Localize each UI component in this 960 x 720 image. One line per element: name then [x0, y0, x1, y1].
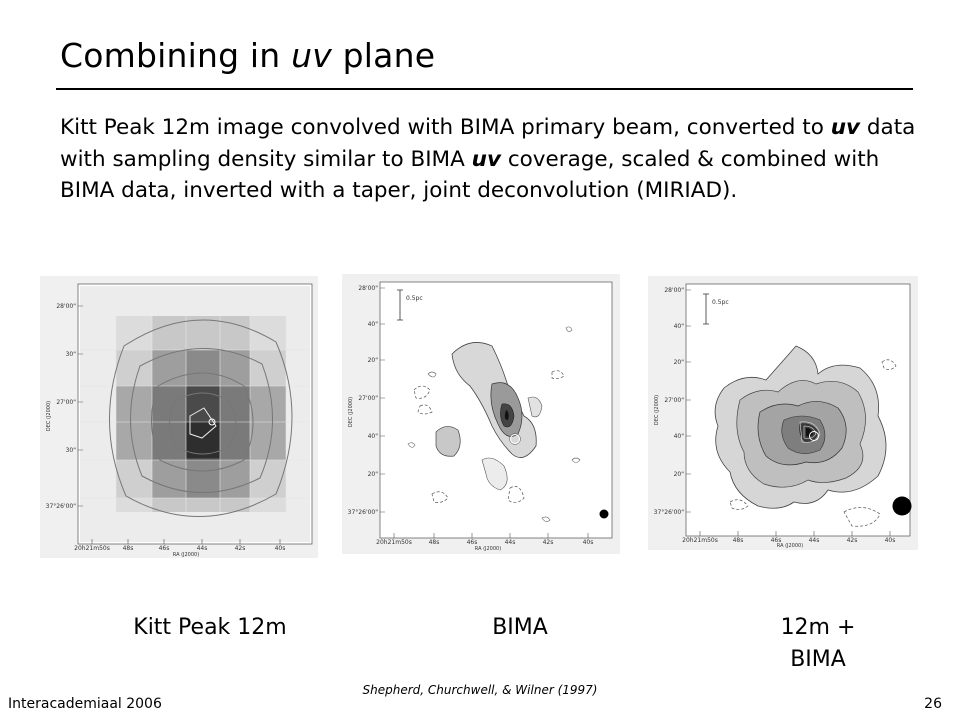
ticks: [686, 289, 891, 536]
pixel-grid: [80, 286, 310, 542]
caption-bima: BIMA: [492, 615, 548, 640]
dec-tick-label: 30": [66, 447, 77, 454]
ra-tick-label: 42s: [543, 539, 554, 546]
contours: [109, 319, 293, 517]
ra-tick-label: 44s: [505, 539, 516, 546]
scale-bar: [397, 289, 403, 321]
ra-tick-label: 20h21m50s: [376, 539, 412, 546]
dec-axis-label: DEC (J2000): [46, 401, 52, 431]
dec-tick-label: 30": [66, 351, 77, 358]
ra-tick-label: 48s: [733, 537, 744, 544]
dec-tick-label: 37°26'00": [46, 503, 77, 510]
caption-combined-line1: 12m +: [780, 615, 856, 640]
dec-tick-label: 40": [674, 433, 685, 440]
noise-contours: [407, 326, 581, 522]
ticks: [78, 305, 281, 544]
ra-tick-label: 40s: [583, 539, 594, 546]
dec-tick-label: 20": [674, 359, 685, 366]
ra-tick-label: 42s: [847, 537, 858, 544]
footer-event: Interacademiaal 2006: [8, 696, 162, 712]
dec-tick-label: 37°26'00": [654, 509, 685, 516]
dec-tick-label: 20": [368, 471, 379, 478]
ra-tick-label: 40s: [275, 545, 286, 552]
scale-bar-label: 0.5pc: [406, 295, 423, 302]
combined-map-image: 0.5pc 28'00" 40" 20" 27'00" 40" 20" 37°26'00" …: [648, 276, 918, 550]
scale-bar-label: 0.5pc: [712, 299, 729, 306]
dec-tick-label: 27'00": [56, 399, 76, 406]
scale-bar: [703, 293, 709, 325]
dec-axis-label: DEC (J2000): [654, 395, 660, 425]
dec-tick-label: 40": [368, 433, 379, 440]
dec-axis-label: DEC (J2000): [348, 397, 354, 427]
negative-contours: [413, 370, 565, 503]
slide-title: Combining in uv plane: [60, 36, 436, 75]
dec-tick-label: 27'00": [664, 397, 684, 404]
bima-map-image: 0.5pc 28'00" 40" 20" 27'00" 40" 20" 37°26'00" …: [342, 274, 620, 554]
beam-ellipse: [892, 496, 912, 516]
caption-kitt-peak: Kitt Peak 12m: [133, 615, 287, 640]
ra-tick-label: 48s: [123, 545, 134, 552]
dec-tick-label: 37°26'00": [348, 509, 379, 516]
ra-tick-label: 42s: [235, 545, 246, 552]
ra-tick-label: 44s: [197, 545, 208, 552]
caption-combined-line2: BIMA: [790, 647, 846, 672]
dec-tick-label: 20": [674, 471, 685, 478]
title-divider: [56, 88, 913, 90]
caption-combined: 12m + BIMA: [708, 612, 928, 676]
ra-tick-label: 48s: [429, 539, 440, 546]
dec-tick-label: 28'00": [664, 287, 684, 294]
ticks: [380, 287, 589, 538]
dec-tick-label: 27'00": [358, 395, 378, 402]
dec-tick-label: 20": [368, 357, 379, 364]
ra-tick-label: 40s: [885, 537, 896, 544]
ra-tick-label: 20h21m50s: [74, 545, 110, 552]
slide-number: 26: [924, 696, 942, 712]
dec-tick-label: 28'00": [358, 285, 378, 292]
dec-tick-label: 40": [368, 321, 379, 328]
dec-tick-label: 28'00": [56, 303, 76, 310]
beam-ellipse: [599, 509, 609, 519]
slide-body-text: Kitt Peak 12m image convolved with BIMA …: [60, 115, 916, 203]
ra-axis-label: RA (J2000): [173, 552, 199, 558]
ra-tick-label: 46s: [467, 539, 478, 546]
ra-tick-label: 20h21m50s: [682, 537, 718, 544]
ra-tick-label: 46s: [771, 537, 782, 544]
footer-citation: Shepherd, Churchwell, & Wilner (1997): [362, 683, 598, 697]
ra-axis-label: RA (J2000): [475, 546, 501, 552]
kitt-peak-map-image: 28'00" 30" 27'00" 30" 37°26'00" 20h21m50s 48s…: [40, 276, 318, 558]
ra-tick-label: 44s: [809, 537, 820, 544]
ra-tick-label: 46s: [159, 545, 170, 552]
emission-blobs: [435, 342, 543, 491]
ra-axis-label: RA (J2000): [777, 543, 803, 549]
dec-tick-label: 40": [674, 323, 685, 330]
negative-contours: [729, 359, 897, 527]
